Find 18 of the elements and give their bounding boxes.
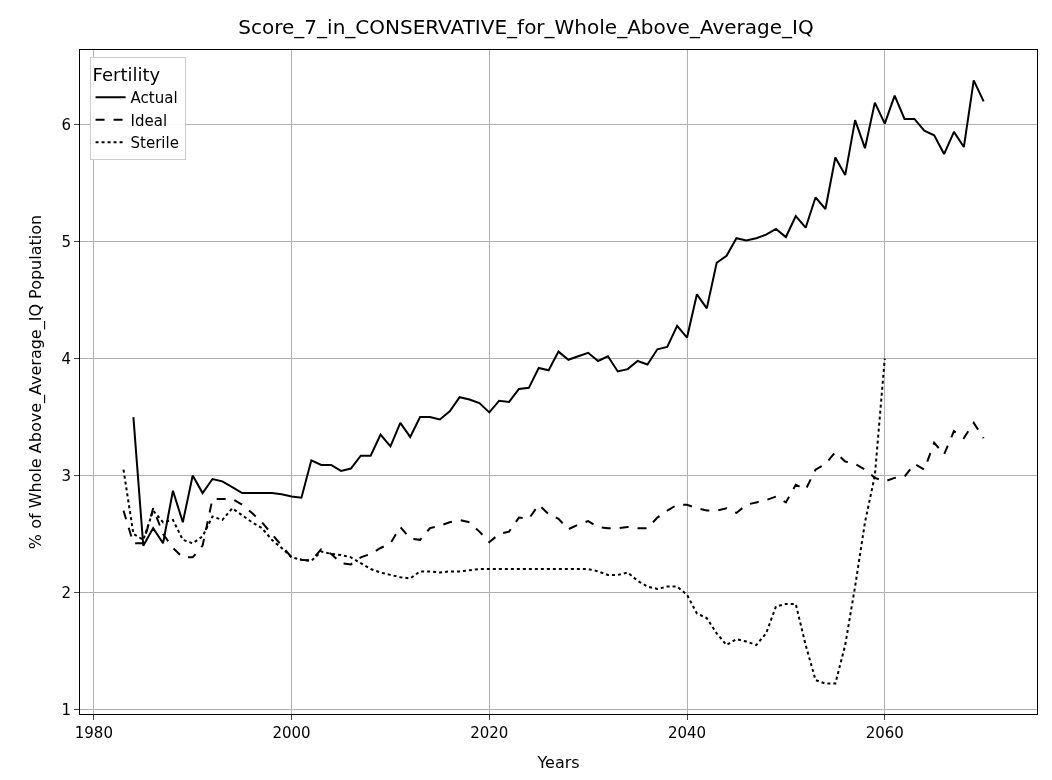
x-axis-title: Years (536, 752, 580, 772)
y-tick-label: 1 (61, 700, 71, 719)
y-tick-label: 2 (61, 583, 71, 602)
x-tick-label: 1980 (74, 724, 113, 742)
legend-label: Actual (130, 89, 178, 108)
y-tick-label: 6 (61, 116, 71, 135)
x-tick-label: 2040 (667, 724, 707, 742)
legend-label: Sterile (130, 134, 179, 153)
legend-title: Fertility (92, 64, 161, 86)
x-tick-label: 2060 (865, 724, 904, 742)
y-tick-label: 4 (61, 349, 71, 368)
legend-label: Ideal (130, 111, 168, 130)
y-tick-label: 3 (61, 466, 71, 485)
x-tick-label: 2000 (272, 724, 311, 742)
y-tick-label: 5 (61, 232, 71, 251)
x-tick-label: 2020 (470, 724, 509, 742)
chart-title: Score_7_in_CONSERVATIVE_for_Whole_Above_Average_IQ (238, 14, 814, 39)
y-axis-title: % of Whole Above_Average_IQ Population (26, 214, 47, 550)
